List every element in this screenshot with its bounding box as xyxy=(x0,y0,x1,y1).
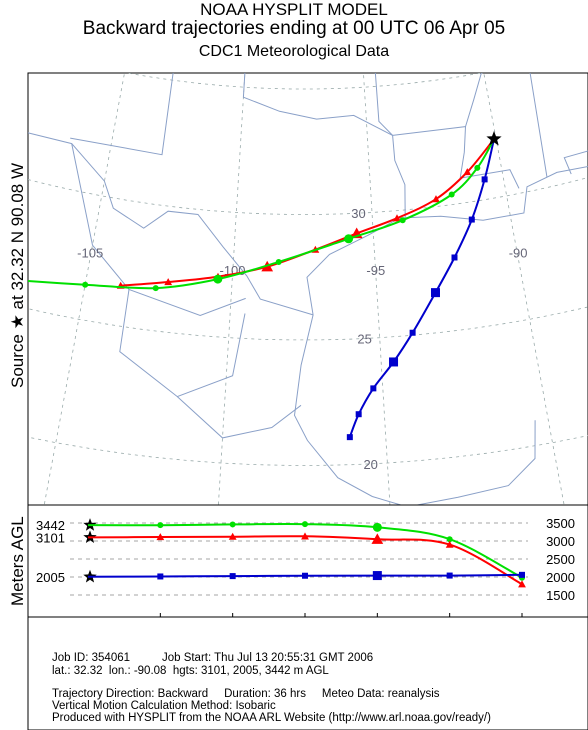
trajectory-point xyxy=(468,216,475,223)
height-series-point xyxy=(301,532,309,540)
footer-produced: Produced with HYSPLIT from the NOAA ARL … xyxy=(52,712,491,724)
trajectory-point xyxy=(344,234,354,244)
height-tick-label: 3000 xyxy=(546,534,575,549)
political-boundaries xyxy=(28,0,588,505)
boundary-line xyxy=(179,0,193,30)
height-series-point xyxy=(157,573,164,580)
trajectory-point xyxy=(451,254,458,261)
boundary-line xyxy=(374,73,406,218)
height-tick-label: 2500 xyxy=(546,552,575,567)
height-series-point xyxy=(157,522,164,529)
trajectory-point xyxy=(213,274,223,284)
model-title: NOAA HYSPLIT MODEL xyxy=(200,0,388,19)
trajectory-line xyxy=(28,138,495,290)
longitude-label: -90 xyxy=(509,246,528,261)
latitude-label: 30 xyxy=(351,206,365,221)
trajectory-point xyxy=(164,278,173,286)
trajectory-point xyxy=(430,288,440,298)
height-series-point xyxy=(518,580,526,588)
trajectory-point xyxy=(474,164,481,171)
footer-frame xyxy=(27,616,588,730)
meridian xyxy=(43,73,125,505)
height-tick-label: 1500 xyxy=(546,588,575,603)
boundary-line xyxy=(179,30,374,48)
chart-title: Backward trajectories ending at 00 UTC 0… xyxy=(82,18,506,39)
trajectory-point xyxy=(481,176,488,183)
trajectory-point xyxy=(409,329,416,336)
trajectory-point xyxy=(346,434,353,441)
graticule xyxy=(28,73,588,505)
height-series-point xyxy=(229,521,236,528)
trajectory-line xyxy=(120,138,495,287)
height-series-point xyxy=(371,533,384,544)
footer-location: lat.: 32.32 lon.: -90.08 hgts: 3101, 200… xyxy=(52,665,329,677)
boundary-line xyxy=(293,314,536,505)
footer-direction: Trajectory Direction: Backward Duration:… xyxy=(52,688,440,700)
boundary-line xyxy=(465,73,548,178)
start-height-label: 2005 xyxy=(36,570,65,585)
map-frame xyxy=(27,72,588,506)
chart-subtitle: CDC1 Meteorological Data xyxy=(198,43,390,60)
parallel xyxy=(28,435,588,466)
boundary-line xyxy=(70,73,393,156)
source-star xyxy=(486,131,502,146)
trajectory-point xyxy=(393,214,401,222)
trajectory-point xyxy=(399,217,406,224)
longitude-label: -95 xyxy=(366,263,385,278)
boundary-line xyxy=(563,150,588,175)
trajectory-point xyxy=(275,258,282,265)
height-series-point xyxy=(229,573,236,580)
height-series-point xyxy=(446,572,453,579)
footer-method: Vertical Motion Calculation Method: Isob… xyxy=(52,700,276,712)
trajectory-point xyxy=(432,195,440,203)
longitude-label: -105 xyxy=(77,246,103,261)
height-series-point xyxy=(519,571,525,578)
trajectory-point xyxy=(463,168,472,176)
height-series-point xyxy=(372,522,382,532)
height-tick-label: 3500 xyxy=(546,516,575,531)
trajectory-point xyxy=(14,277,20,283)
trajectory-point xyxy=(448,191,455,198)
boundary-line xyxy=(306,166,588,315)
trajectory-line xyxy=(348,138,495,438)
trajectory-point xyxy=(389,357,399,367)
boundary-line xyxy=(176,396,302,439)
boundary-line xyxy=(392,126,467,179)
height-panel-frame xyxy=(27,504,588,618)
height-series-point xyxy=(302,521,308,528)
height-series-point xyxy=(446,536,453,543)
height-series-point xyxy=(372,571,382,581)
map-trajectories xyxy=(14,131,502,441)
height-tick-label: 2000 xyxy=(546,570,575,585)
latitude-label: 25 xyxy=(357,332,371,347)
latitude-label: 20 xyxy=(363,457,377,472)
height-series-point xyxy=(228,532,237,540)
parallel xyxy=(125,73,484,90)
height-series-point xyxy=(445,540,454,548)
height-series-point xyxy=(302,572,308,579)
trajectory-point xyxy=(355,411,362,418)
trajectory-point xyxy=(82,281,89,288)
trajectory-point xyxy=(370,385,377,392)
boundary-line xyxy=(28,132,314,316)
meridian xyxy=(217,73,246,505)
height-series-point xyxy=(156,533,165,541)
boundary-line xyxy=(45,2,179,30)
meridian xyxy=(483,73,565,505)
start-height-label: 3101 xyxy=(36,530,65,545)
trajectory-point xyxy=(152,285,159,292)
meridian xyxy=(363,73,391,505)
boundary-line xyxy=(460,169,520,189)
footer-job: Job ID: 354061 Job Start: Thu Jul 13 20:… xyxy=(52,652,374,664)
start-height-label: 3442 xyxy=(36,518,65,533)
